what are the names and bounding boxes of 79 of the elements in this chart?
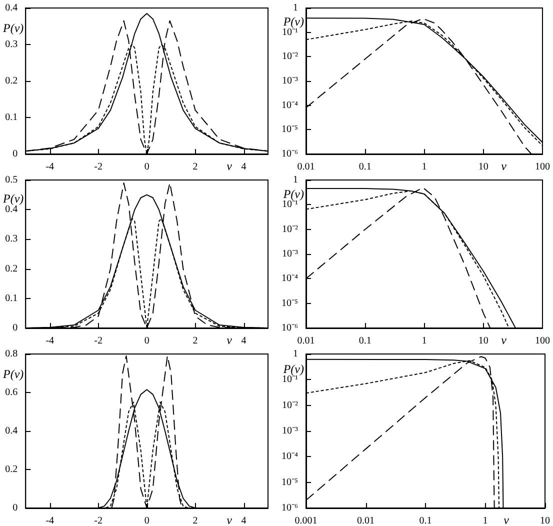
x-tick-label: 4 bbox=[241, 162, 246, 172]
x-tick-label: -2 bbox=[94, 336, 103, 346]
y-tick-label: 10⁻⁶ bbox=[282, 502, 298, 514]
y-tick-label: 0.4 bbox=[5, 2, 18, 14]
y-tick-label: 10⁻⁵ bbox=[282, 124, 298, 136]
y-tick-label: 0.2 bbox=[5, 76, 18, 86]
x-tick-label: 10 bbox=[478, 162, 488, 172]
y-tick-label: 0.3 bbox=[5, 39, 18, 50]
y-tick-label: 1 bbox=[293, 2, 298, 14]
y-tick-label: 0 bbox=[12, 322, 18, 334]
x-tick-label: 0 bbox=[144, 162, 150, 172]
y-tick-label: 0.5 bbox=[5, 174, 18, 186]
x-tick-label: -2 bbox=[94, 516, 103, 526]
x-tick-label: -2 bbox=[94, 162, 103, 172]
y-tick-label: 10⁻² bbox=[282, 400, 298, 411]
x-tick-label: 4 bbox=[241, 336, 246, 346]
x-tick-label: 0.01 bbox=[297, 336, 315, 346]
y-tick-label: 0 bbox=[12, 502, 18, 514]
x-tick-label: 0.1 bbox=[419, 516, 432, 526]
y-tick-label: 0.1 bbox=[5, 112, 18, 123]
x-axis-title: v bbox=[226, 513, 233, 526]
x-tick-label: 2 bbox=[192, 336, 198, 346]
x-tick-label: 1 bbox=[422, 162, 427, 172]
y-tick-label: 10⁻⁴ bbox=[282, 273, 298, 284]
y-tick-label: 0.2 bbox=[5, 263, 18, 274]
y-tick-label: 0.4 bbox=[5, 204, 18, 216]
y-tick-label: 10⁻² bbox=[282, 224, 298, 235]
y-tick-label: 10⁻² bbox=[282, 51, 298, 62]
x-tick-label: 0.001 bbox=[294, 516, 318, 526]
x-tick-label: 0 bbox=[144, 516, 150, 526]
y-axis-title: P(v) bbox=[282, 14, 304, 28]
x-tick-label: 100 bbox=[535, 336, 550, 346]
y-tick-label: 10⁻⁴ bbox=[282, 100, 298, 111]
x-tick-label: -4 bbox=[46, 516, 54, 526]
x-tick-label: 1 bbox=[422, 336, 427, 346]
x-tick-label: 1 bbox=[482, 516, 488, 526]
y-axis-title: P(v) bbox=[2, 192, 24, 206]
y-tick-label: 0.4 bbox=[5, 426, 18, 436]
y-tick-label: 0.3 bbox=[5, 234, 18, 245]
x-tick-label: 0.01 bbox=[297, 162, 315, 172]
y-tick-label: 10⁻⁶ bbox=[282, 322, 298, 334]
y-tick-label: 1 bbox=[293, 174, 298, 186]
y-tick-label: 10⁻¹ bbox=[282, 26, 298, 38]
x-tick-label: 0.01 bbox=[357, 516, 374, 526]
y-tick-label: 10⁻⁴ bbox=[282, 451, 298, 462]
y-tick-label: 10⁻³ bbox=[282, 248, 298, 260]
x-tick-label: 100 bbox=[535, 162, 550, 172]
x-tick-label: 0.1 bbox=[358, 162, 372, 172]
y-tick-label: 1 bbox=[293, 348, 298, 360]
y-tick-label: 10⁻⁵ bbox=[282, 476, 298, 488]
x-tick-label: -4 bbox=[46, 162, 54, 172]
y-tick-label: 10⁻¹ bbox=[282, 374, 298, 386]
x-axis-title: v bbox=[226, 333, 233, 347]
y-tick-label: 10⁻⁵ bbox=[282, 298, 298, 309]
y-axis-title: P(v) bbox=[282, 362, 304, 376]
x-axis-title: v bbox=[226, 159, 233, 173]
y-tick-label: 0 bbox=[12, 148, 18, 160]
y-tick-label: 10⁻³ bbox=[282, 76, 298, 86]
x-tick-label: 10 bbox=[540, 516, 550, 526]
y-axis-title: P(v) bbox=[2, 21, 24, 35]
x-axis-title: v bbox=[504, 513, 510, 526]
x-tick-label: 0.1 bbox=[358, 336, 372, 346]
x-axis-title: v bbox=[501, 159, 508, 173]
y-tick-label: 0.2 bbox=[5, 464, 18, 475]
x-tick-label: 4 bbox=[241, 516, 246, 526]
y-axis-title: P(v) bbox=[282, 186, 304, 201]
y-axis-title: P(v) bbox=[2, 367, 24, 381]
y-tick-label: 10⁻³ bbox=[282, 426, 298, 436]
y-tick-label: 0.6 bbox=[5, 387, 18, 398]
x-tick-label: 0 bbox=[144, 336, 150, 346]
y-tick-label: 10⁻⁶ bbox=[282, 148, 298, 160]
x-tick-label: 2 bbox=[192, 516, 198, 526]
y-tick-label: 10⁻¹ bbox=[282, 199, 298, 210]
y-tick-label: 0.1 bbox=[5, 292, 18, 304]
x-tick-label: -4 bbox=[46, 336, 54, 346]
x-tick-label: 2 bbox=[192, 162, 198, 172]
x-tick-label: 10 bbox=[478, 336, 488, 346]
x-axis-title: v bbox=[501, 333, 508, 347]
y-tick-label: 0.8 bbox=[5, 348, 18, 360]
